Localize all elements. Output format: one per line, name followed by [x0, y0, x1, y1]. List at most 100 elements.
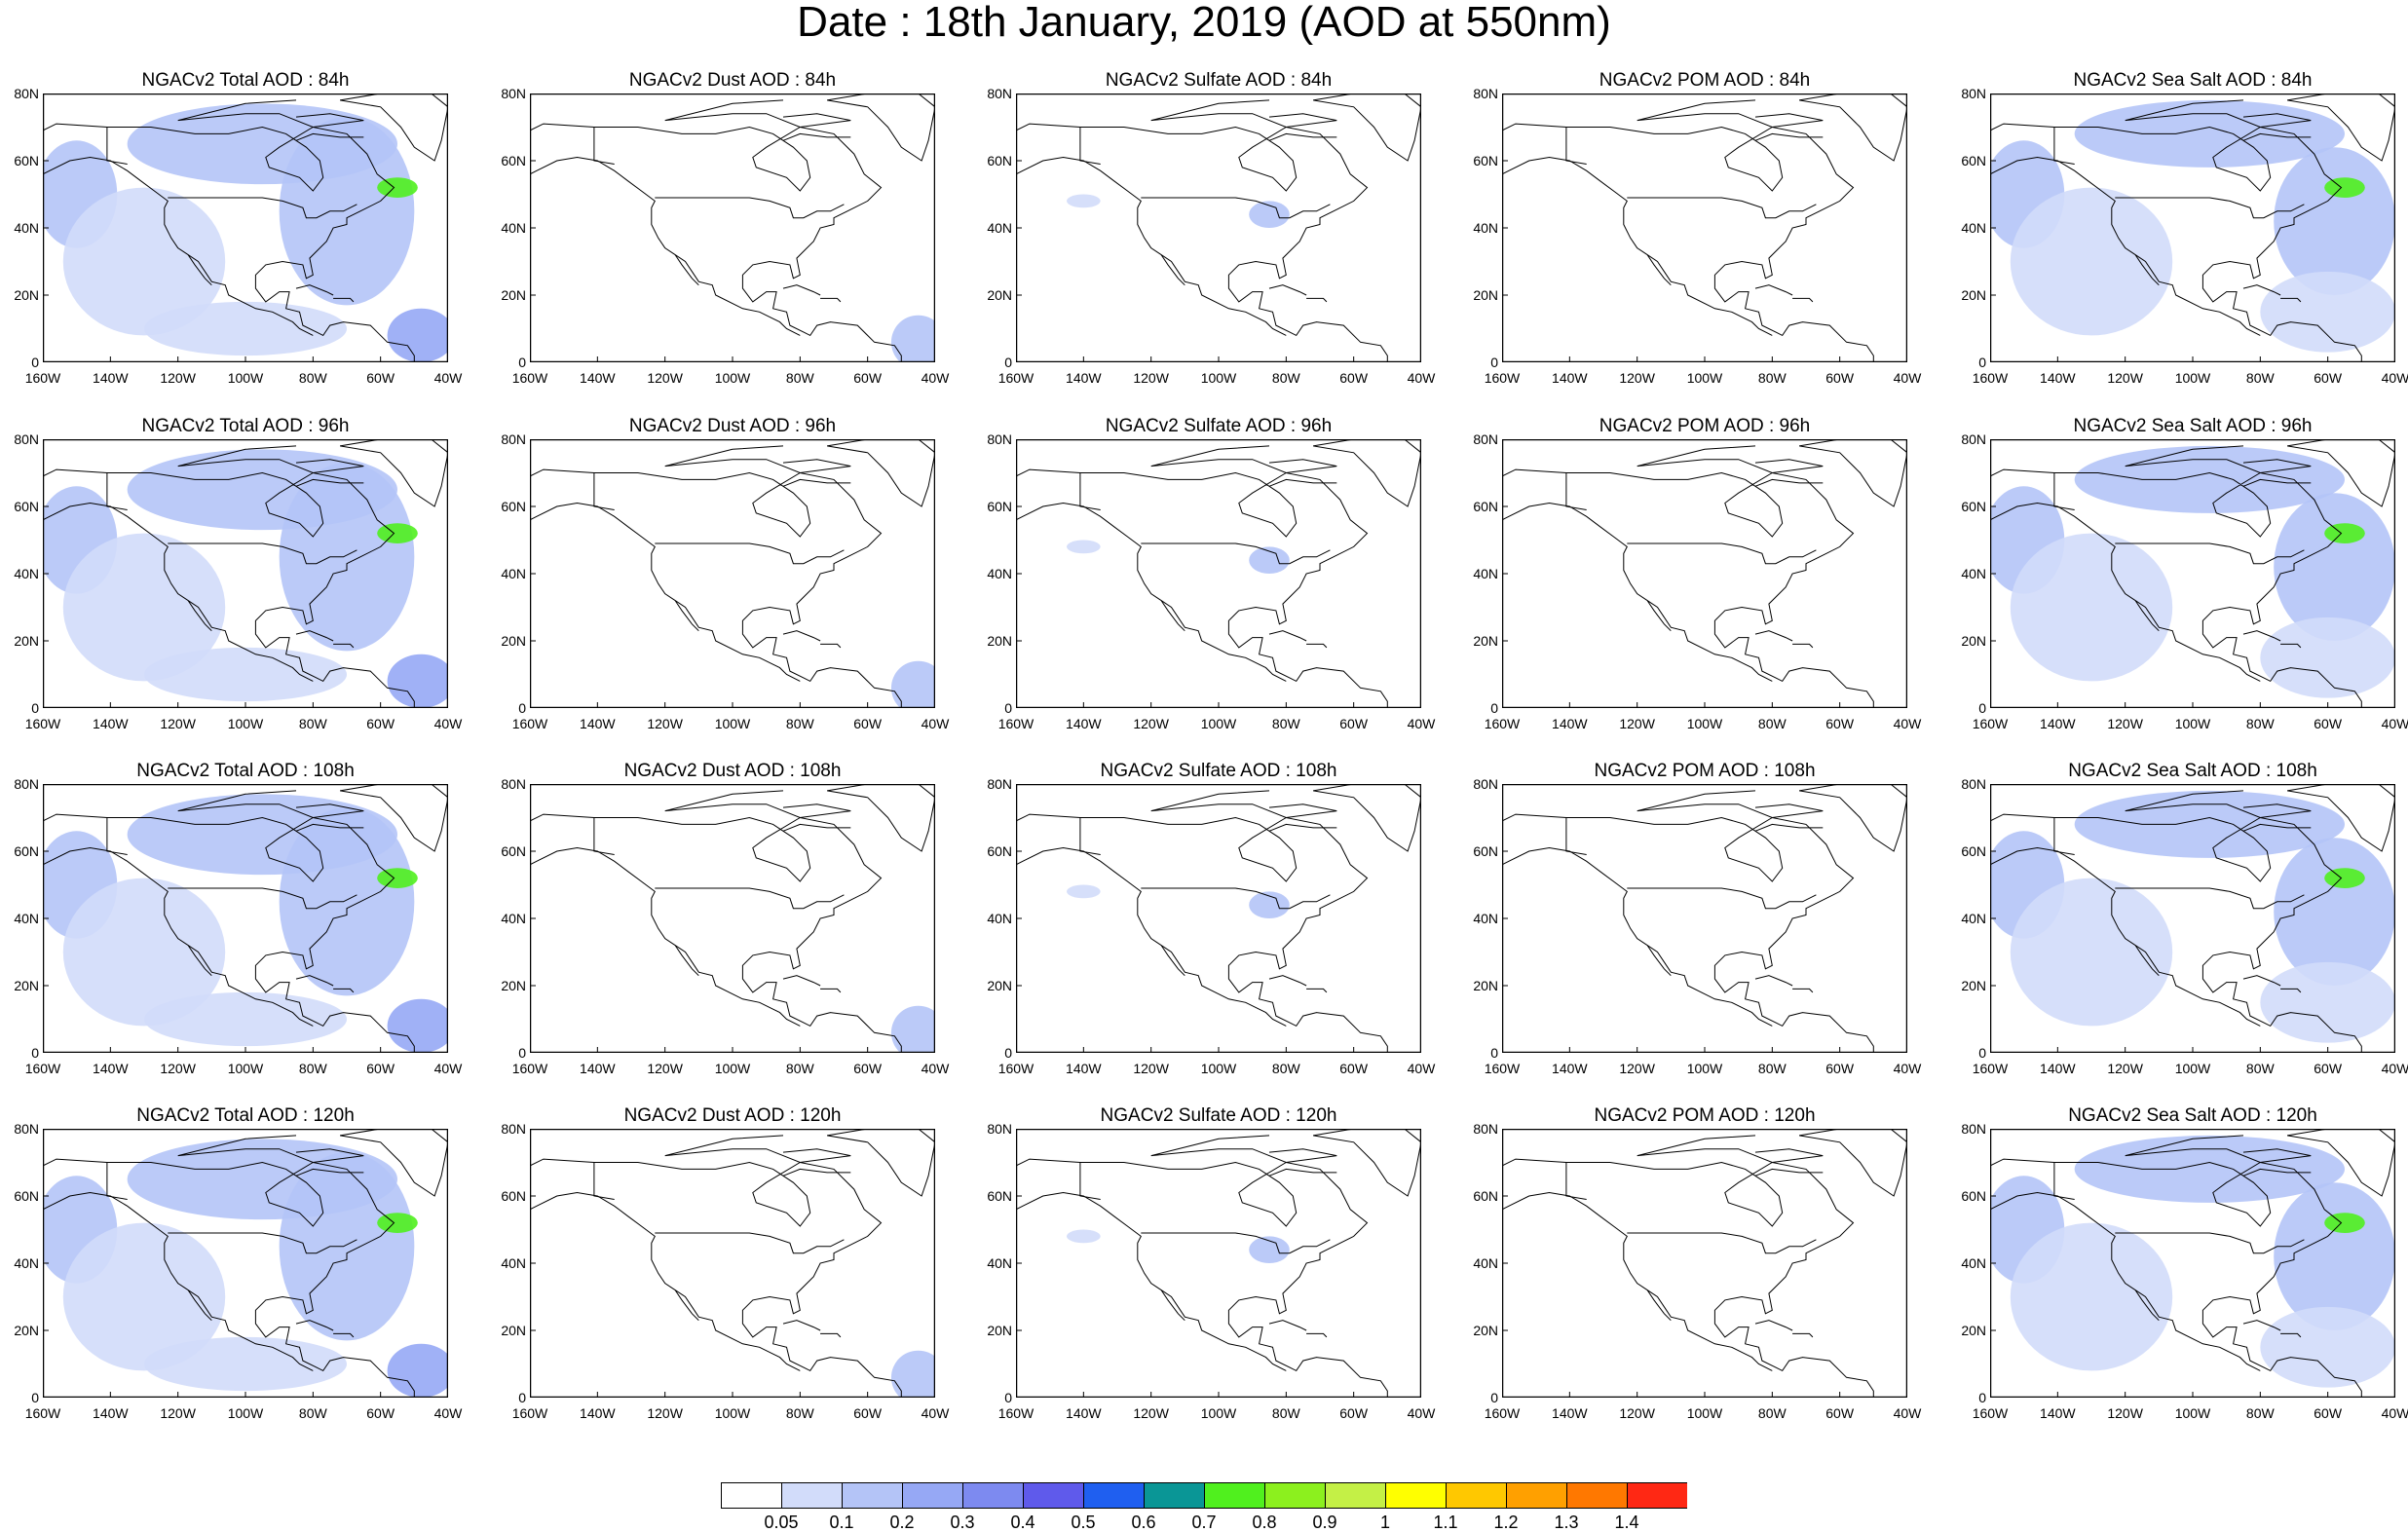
colorbar-label: 0.3 [950, 1513, 975, 1532]
coastline-east [1990, 123, 2362, 362]
coastline-hispaniola [333, 1332, 355, 1338]
lon-label: 120W [1133, 1405, 1169, 1421]
aod-shading-3 [279, 463, 415, 652]
lat-label: 0 [1978, 1390, 1986, 1405]
aod-shading-5 [2260, 271, 2395, 353]
lon-label: 120W [647, 716, 683, 731]
us-canada-border [1627, 542, 1817, 565]
arctic-islands [2125, 99, 2312, 129]
lon-label: 100W [2174, 1405, 2211, 1421]
coastline-cuba [1268, 284, 1307, 296]
lat-label: 40N [987, 566, 1012, 581]
coastline-hispaniola [1792, 297, 1814, 303]
map-panel-dust-108h: NGACv2 Dust AOD : 108h 80N 60N 40N 20N 0 160W 1… [501, 759, 949, 1082]
lat-label: 20N [14, 287, 39, 303]
coastline-greenland [2287, 439, 2395, 507]
aod-shading-6 [144, 991, 347, 1047]
coastline-east [1502, 813, 1874, 1053]
panel-title: NGACv2 POM AOD : 96h [1599, 416, 1811, 436]
map-frame [530, 93, 935, 362]
lon-label: 40W [2381, 1405, 2408, 1421]
lat-label: 40N [14, 220, 39, 236]
map-panel-pom-108h: NGACv2 POM AOD : 108h 80N 60N 40N 20N 0 160W 14… [1473, 759, 1921, 1082]
us-canada-border [2115, 542, 2305, 565]
map-canvas [1502, 1129, 1907, 1398]
lon-label: 140W [2040, 1061, 2076, 1076]
lon-label: 160W [24, 370, 61, 386]
coastline-cuba [295, 1320, 334, 1331]
arctic-coast [2242, 478, 2312, 487]
arctic-coast [295, 823, 364, 832]
lon-label: 60W [1339, 370, 1369, 386]
map-plot-area [1016, 93, 1421, 362]
lon-label: 140W [1552, 716, 1588, 731]
colorbar-label: 0.9 [1312, 1513, 1337, 1532]
coastline-west [530, 156, 801, 336]
map-panel-pom-96h: NGACv2 POM AOD : 96h 80N 60N 40N 20N 0 160W 140… [1473, 414, 1921, 737]
arctic-islands [177, 445, 364, 474]
map-canvas [1016, 1129, 1421, 1398]
alaska-border [1565, 127, 1587, 165]
alaska-border [593, 127, 615, 165]
lon-label: 120W [1133, 716, 1169, 731]
lat-label: 0 [1490, 700, 1498, 716]
lon-label: 140W [1066, 716, 1102, 731]
aod-shading-3 [2274, 493, 2395, 641]
colorbar-segment [1144, 1482, 1204, 1509]
coastline-hispaniola [2280, 297, 2302, 303]
coastline-greenland [1313, 439, 1421, 507]
coastline-east [1502, 123, 1874, 362]
lon-label: 160W [997, 1405, 1035, 1421]
coastline-hispaniola [820, 1332, 842, 1338]
lon-label: 60W [2314, 1405, 2343, 1421]
coastline-cuba [1268, 630, 1307, 642]
map-plot-area [530, 784, 935, 1053]
lon-label: 140W [1552, 1405, 1588, 1421]
alaska-border [593, 1162, 615, 1200]
map-panel-total-108h: NGACv2 Total AOD : 108h 80N 60N 40N 20N 0 160W… [14, 759, 462, 1082]
lon-label: 60W [1825, 1405, 1855, 1421]
arctic-coast [1268, 132, 1337, 141]
lat-label: 20N [987, 287, 1012, 303]
alaska-border [106, 817, 128, 855]
arctic-coast [1268, 1168, 1337, 1177]
lat-label: 20N [987, 978, 1012, 993]
alaska-border [2053, 1162, 2075, 1200]
map-frame [1016, 439, 1421, 708]
lat-label: 40N [1473, 1255, 1498, 1271]
lon-label: 80W [1271, 1405, 1300, 1421]
map-canvas [43, 439, 448, 708]
arctic-coast [1754, 478, 1824, 487]
lon-label: 80W [1757, 716, 1787, 731]
aod-shading-0 [1249, 1236, 1290, 1263]
lat-label: 60N [501, 1188, 526, 1204]
map-canvas [43, 1129, 448, 1398]
lon-label: 140W [580, 716, 616, 731]
aod-shading-2 [2074, 99, 2345, 168]
lat-label: 20N [1961, 978, 1986, 993]
aod-shading-3 [279, 1152, 415, 1341]
aod-shading-2 [2074, 1135, 2345, 1203]
lon-label: 120W [1619, 370, 1655, 386]
lat-label: 80N [501, 1121, 526, 1137]
lat-label: 80N [1473, 1121, 1498, 1137]
lat-label: 60N [1961, 153, 1986, 168]
map-panel-sulfate-84h: NGACv2 Sulfate AOD : 84h 80N 60N 40N 20N 0 160… [987, 68, 1435, 392]
coastline-greenland [1799, 439, 1907, 507]
lat-label: 80N [1961, 431, 1986, 447]
coastline-hispaniola [333, 643, 355, 649]
lon-label: 140W [93, 370, 129, 386]
panel-title: NGACv2 Total AOD : 120h [136, 1105, 355, 1126]
panel-title: NGACv2 Total AOD : 108h [136, 761, 355, 781]
lat-label: 80N [1961, 776, 1986, 792]
lon-label: 100W [1200, 716, 1237, 731]
lat-label: 80N [14, 776, 39, 792]
lon-label: 140W [580, 370, 616, 386]
arctic-islands [1150, 1135, 1337, 1164]
panel-title: NGACv2 Sea Salt AOD : 96h [2073, 416, 2313, 436]
map-frame [530, 784, 935, 1053]
map-plot-area [1990, 439, 2395, 708]
aod-shading-4 [2324, 177, 2365, 198]
aod-shading-0 [890, 315, 935, 362]
aod-shading-1 [62, 533, 226, 682]
